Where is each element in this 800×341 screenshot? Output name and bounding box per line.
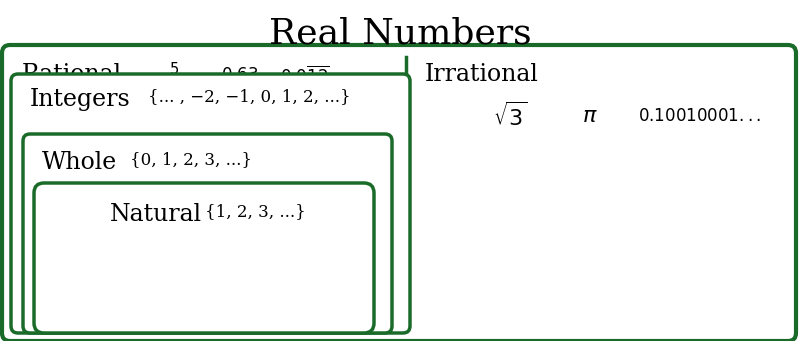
FancyBboxPatch shape xyxy=(11,74,410,333)
FancyBboxPatch shape xyxy=(23,134,392,333)
Text: $\frac{5}{3}$: $\frac{5}{3}$ xyxy=(170,60,181,94)
Text: {1, 2, 3, ...}: {1, 2, 3, ...} xyxy=(205,203,306,220)
Text: Natural: Natural xyxy=(110,203,202,226)
Text: Whole: Whole xyxy=(42,151,118,174)
Text: Rational: Rational xyxy=(22,63,122,86)
Text: $\sqrt{3}$: $\sqrt{3}$ xyxy=(493,102,527,130)
Text: Irrational: Irrational xyxy=(425,63,539,86)
FancyBboxPatch shape xyxy=(34,183,374,333)
Text: $0.0\overline{12}$: $0.0\overline{12}$ xyxy=(280,66,330,87)
Text: Real Numbers: Real Numbers xyxy=(269,16,531,50)
Text: $0.63$: $0.63$ xyxy=(221,66,259,84)
Text: {... , −2, −1, 0, 1, 2, ...}: {... , −2, −1, 0, 1, 2, ...} xyxy=(148,88,350,105)
Text: Integers: Integers xyxy=(30,88,130,111)
Text: {0, 1, 2, 3, ...}: {0, 1, 2, 3, ...} xyxy=(130,151,252,168)
FancyBboxPatch shape xyxy=(2,45,796,341)
Text: $0.10010001...$: $0.10010001...$ xyxy=(638,107,762,125)
Text: $\pi$: $\pi$ xyxy=(582,105,598,127)
